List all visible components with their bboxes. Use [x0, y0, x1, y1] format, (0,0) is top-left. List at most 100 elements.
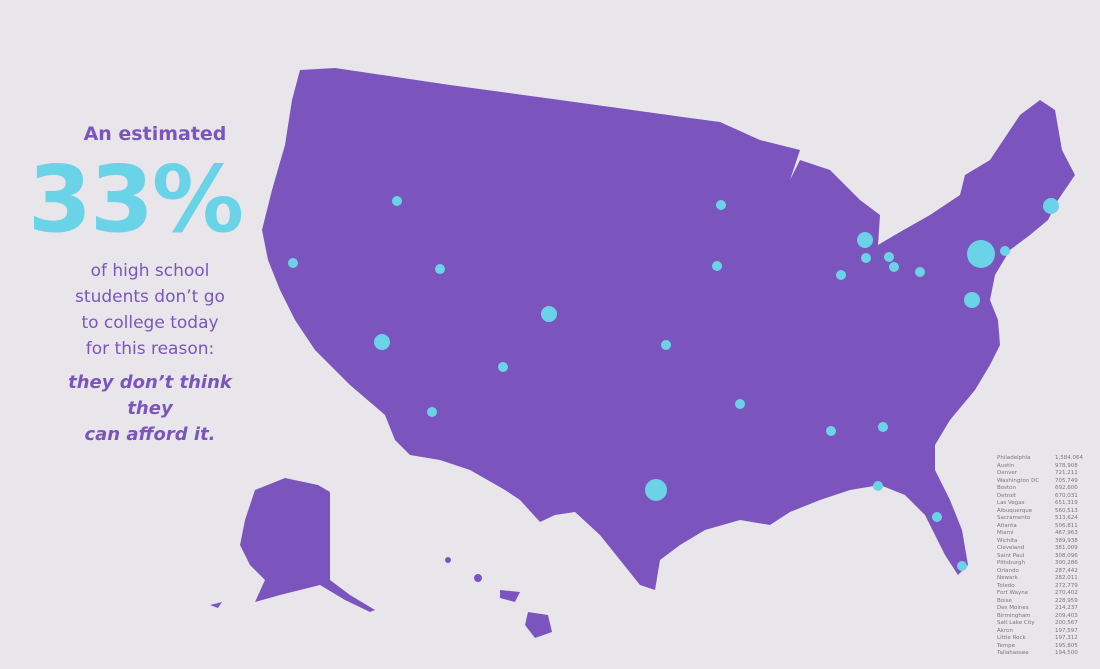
city-dot — [427, 407, 437, 417]
city-value: 1,584,064 — [1055, 455, 1083, 461]
city-value: 194,500 — [1055, 650, 1078, 656]
city-row: Birmingham 209,403 — [997, 613, 1092, 621]
city-name: Newark — [997, 575, 1018, 581]
city-name: Tallahassee — [997, 650, 1029, 656]
hawaii-shape — [445, 557, 552, 638]
city-dot — [288, 258, 298, 268]
city-dot — [541, 306, 557, 322]
city-row: Albuquerque 560,513 — [997, 508, 1092, 516]
city-value: 308,096 — [1055, 552, 1078, 559]
city-row: Boston 692,600 — [997, 485, 1092, 493]
city-row: Tallahassee 194,500 — [997, 650, 1092, 658]
body-line: of high school — [90, 261, 210, 281]
body-line: to college today — [81, 313, 219, 333]
city-row: Las Vegas 651,319 — [997, 500, 1092, 508]
city-value: 506,811 — [1055, 522, 1078, 529]
contiguous-us-shape — [262, 68, 1075, 590]
city-value: 389,938 — [1055, 537, 1078, 544]
city-name: Miami — [997, 530, 1014, 536]
city-dot — [957, 561, 967, 571]
city-row: Orlando 287,442 — [997, 568, 1092, 576]
body-line: for this reason: — [85, 339, 215, 359]
city-value: 692,600 — [1055, 485, 1078, 491]
alaska-shape — [210, 478, 375, 612]
city-value: 721,211 — [1055, 470, 1078, 476]
city-row: Cleveland 381,009 — [997, 545, 1092, 553]
city-row: Sacramento 513,624 — [997, 515, 1092, 523]
city-name: Detroit — [997, 492, 1016, 499]
city-value: 670,031 — [1055, 492, 1078, 499]
city-value: 513,624 — [1055, 515, 1078, 521]
city-value: 195,805 — [1055, 642, 1078, 649]
city-row: Toledo 272,779 — [997, 583, 1092, 591]
city-dot — [435, 264, 445, 274]
city-name: Wichita — [997, 537, 1018, 544]
city-dot — [645, 479, 667, 501]
city-name: Austin — [997, 462, 1015, 469]
city-value: 287,442 — [1055, 567, 1078, 574]
city-name: Boston — [997, 485, 1017, 491]
city-value: 270,402 — [1055, 590, 1078, 596]
city-row: Pittsburgh 300,286 — [997, 560, 1092, 568]
city-value: 200,567 — [1055, 620, 1078, 626]
city-dot — [374, 334, 390, 350]
city-value: 209,403 — [1055, 612, 1078, 619]
city-name: Birmingham — [997, 612, 1031, 619]
city-name: Albuquerque — [997, 507, 1033, 514]
city-name: Denver — [997, 470, 1018, 476]
city-value: 467,963 — [1055, 530, 1078, 536]
city-dot — [498, 362, 508, 372]
city-name: Cleveland — [997, 545, 1025, 551]
city-dot — [884, 252, 894, 262]
city-dots — [288, 196, 1059, 571]
headline-emphasis: they don’t think they can afford it. — [50, 370, 250, 448]
city-row: Wichita 389,938 — [997, 538, 1092, 546]
city-value: 197,597 — [1055, 627, 1078, 634]
city-dot — [967, 240, 995, 268]
city-row: Saint Paul 308,096 — [997, 553, 1092, 561]
city-row: Fort Wayne 270,402 — [997, 590, 1092, 598]
city-row: Atlanta 506,811 — [997, 523, 1092, 531]
city-dot — [392, 196, 402, 206]
headline-lead: An estimated — [83, 123, 227, 145]
body-line: students don’t go — [75, 287, 225, 307]
city-name: Boise — [997, 597, 1012, 604]
city-row: Boise 228,959 — [997, 598, 1092, 606]
city-name: Las Vegas — [997, 500, 1025, 506]
city-row: Austin 978,908 — [997, 463, 1092, 471]
city-name: Pittsburgh — [997, 560, 1026, 566]
city-row: Philadelphia 1,584,064 — [997, 455, 1092, 463]
headline-percent: 33% — [27, 146, 244, 253]
city-dot — [889, 262, 899, 272]
city-dot — [964, 292, 980, 308]
city-row: Salt Lake City 200,567 — [997, 620, 1092, 628]
city-name: Tempe — [997, 642, 1016, 649]
city-name: Orlando — [997, 567, 1019, 574]
city-dot — [712, 261, 722, 271]
city-name: Philadelphia — [997, 455, 1031, 461]
emphasis-line: can afford it. — [84, 424, 216, 445]
city-value: 228,959 — [1055, 597, 1078, 604]
city-dot — [861, 253, 871, 263]
city-dot — [716, 200, 726, 210]
city-value: 272,779 — [1055, 582, 1078, 589]
city-name: Washington DC — [997, 477, 1040, 484]
city-dot — [932, 512, 942, 522]
emphasis-line: they don’t think they — [68, 372, 232, 419]
city-name: Saint Paul — [997, 552, 1025, 559]
city-dot — [826, 426, 836, 436]
city-dot — [735, 399, 745, 409]
city-value: 705,749 — [1055, 477, 1078, 484]
city-value: 560,513 — [1055, 507, 1078, 514]
city-dot — [661, 340, 671, 350]
city-row: Akron 197,597 — [997, 628, 1092, 636]
headline-body: of high school students don’t go to coll… — [50, 258, 250, 362]
city-dot — [1000, 246, 1010, 256]
city-dot — [1043, 198, 1059, 214]
city-name: Fort Wayne — [997, 590, 1029, 596]
city-row: Little Rock 197,312 — [997, 635, 1092, 643]
city-value: 978,908 — [1055, 462, 1078, 469]
city-dot — [878, 422, 888, 432]
city-list: Philadelphia 1,584,064 Austin 978,908 Denver… — [997, 455, 1092, 658]
